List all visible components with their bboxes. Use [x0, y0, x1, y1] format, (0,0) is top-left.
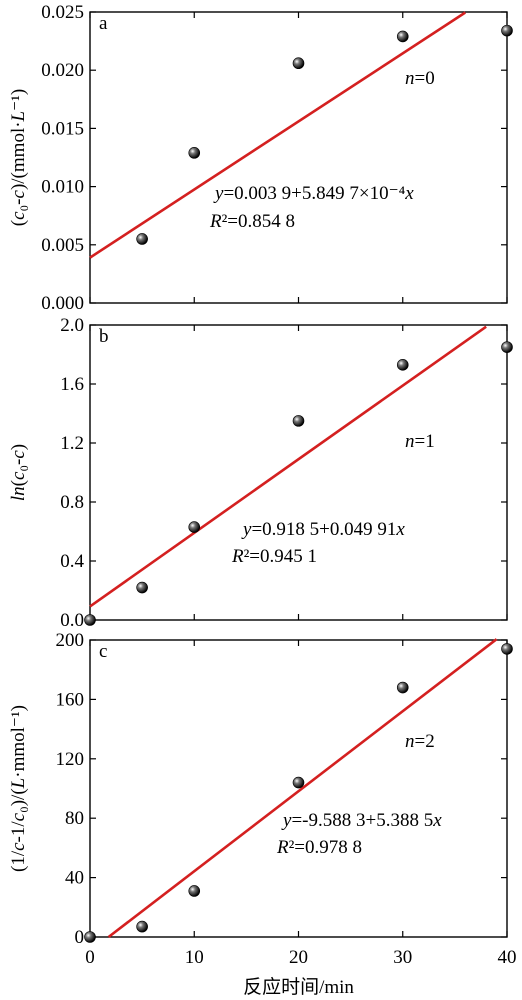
- panel-label: c: [99, 641, 107, 662]
- panel-c: 04080120160200c(1/c-1/c₀)/(L·mmol⁻¹)n=2y…: [8, 630, 517, 998]
- data-point: [188, 521, 201, 533]
- y-axis-label: (1/c-1/c₀)/(L·mmol⁻¹): [8, 705, 29, 872]
- data-point: [501, 643, 513, 655]
- y-tick-label: 0.025: [41, 2, 84, 23]
- x-tick-label: 0: [85, 947, 95, 968]
- data-point: [396, 30, 409, 43]
- y-tick-label: 0: [75, 927, 85, 948]
- y-axis-label: (c₀-c)/(mmol·L⁻¹): [8, 89, 29, 226]
- y-tick-label: 0.000: [41, 293, 84, 314]
- plot-frame: [89, 639, 508, 938]
- y-axis-label: ln(c₀-c): [8, 444, 29, 501]
- plot-frame: [89, 11, 508, 304]
- r-squared: R²=0.854 8: [209, 211, 295, 232]
- data-point: [396, 359, 409, 371]
- data-point: [136, 920, 148, 933]
- y-tick-label: 0.005: [41, 235, 84, 256]
- data-point: [292, 776, 305, 789]
- y-tick-label: 1.2: [60, 433, 84, 454]
- fit-line: [89, 11, 467, 259]
- y-tick-label: 0.015: [41, 118, 84, 139]
- panel-label: a: [99, 13, 108, 34]
- data-point: [188, 885, 201, 897]
- y-tick-label: 0.8: [60, 492, 84, 513]
- y-tick-label: 40: [65, 868, 84, 889]
- y-tick-label: 1.6: [60, 374, 84, 395]
- order-label: n=0: [405, 68, 435, 89]
- x-tick-label: 10: [185, 947, 204, 968]
- y-tick-label: 0.020: [41, 60, 84, 81]
- r-squared: R²=0.945 1: [231, 546, 317, 567]
- data-point: [396, 681, 409, 694]
- fit-equation: y=0.918 5+0.049 91x: [241, 519, 405, 540]
- fit-equation: y=0.003 9+5.849 7×10⁻⁴x: [213, 183, 414, 204]
- r-squared: R²=0.978 8: [276, 837, 362, 858]
- order-label: n=1: [405, 431, 435, 452]
- x-tick-label: 40: [498, 947, 517, 968]
- y-tick-label: 80: [65, 808, 84, 829]
- data-point: [292, 415, 305, 427]
- fit-line: [89, 325, 487, 608]
- data-point: [292, 57, 305, 70]
- panel-b: 0.0 0.4 0.8 1.2 1.6 2.0 b ln(c₀-c) n=1 y=0.918 5+…: [8, 315, 513, 631]
- y-tick-label: 0.4: [60, 551, 84, 572]
- y-tick-label: 160: [56, 689, 85, 710]
- y-tick-label: 0.010: [41, 177, 84, 198]
- y-tick-label: 120: [56, 749, 85, 770]
- y-tick-label: 200: [56, 630, 85, 651]
- plot-frame: [89, 324, 508, 621]
- fit-line: [107, 638, 498, 939]
- panel-a: 0.000 0.005 0.010 0.015 0.020 0.025 a (c₀-c)/(m…: [8, 2, 513, 314]
- fit-equation: y=-9.588 3+5.388 5x: [281, 810, 442, 831]
- data-point: [84, 614, 96, 626]
- order-label: n=2: [405, 731, 435, 752]
- y-tick-label: 0.0: [60, 610, 84, 631]
- x-axis-label: 反应时间/min: [243, 976, 354, 998]
- data-point: [136, 233, 148, 245]
- data-point: [84, 931, 96, 943]
- data-point: [501, 24, 513, 37]
- panel-label: b: [99, 326, 109, 347]
- data-point: [501, 341, 513, 353]
- x-tick-label: 30: [393, 947, 412, 968]
- data-point: [136, 581, 148, 594]
- data-point: [188, 147, 201, 159]
- y-tick-label: 2.0: [60, 315, 84, 336]
- x-tick-label: 20: [289, 947, 308, 968]
